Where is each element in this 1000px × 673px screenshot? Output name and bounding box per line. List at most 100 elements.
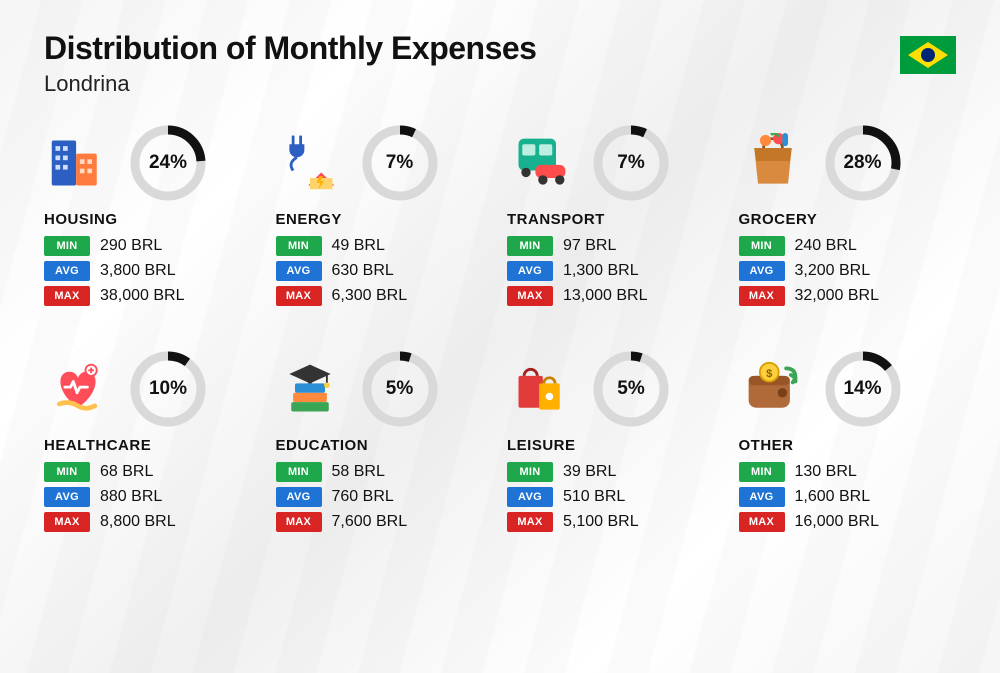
max-badge: MAX [739,512,785,532]
percent-ring: 10% [130,351,206,427]
housing-icon [44,131,112,195]
max-badge: MAX [44,286,90,306]
avg-badge: AVG [507,261,553,281]
avg-badge: AVG [276,261,322,281]
min-badge: MIN [739,236,785,256]
avg-value: 510 BRL [563,488,625,506]
page-subtitle: Londrina [44,71,956,97]
category-name: GROCERY [739,211,957,228]
expense-card-healthcare: 10% HEALTHCARE MIN 68 BRL AVG 880 BRL MA… [44,351,262,537]
min-value: 97 BRL [563,237,616,255]
avg-value: 630 BRL [332,262,394,280]
expense-card-education: 5% EDUCATION MIN 58 BRL AVG 760 BRL MAX … [276,351,494,537]
percent-ring: 24% [130,125,206,201]
min-badge: MIN [739,462,785,482]
stat-min: MIN 49 BRL [276,236,494,256]
max-badge: MAX [739,286,785,306]
category-name: HEALTHCARE [44,437,262,454]
category-name: HOUSING [44,211,262,228]
max-value: 32,000 BRL [795,287,880,305]
avg-badge: AVG [739,261,785,281]
stat-avg: AVG 3,200 BRL [739,261,957,281]
category-name: OTHER [739,437,957,454]
percent-ring: 14% [825,351,901,427]
percent-ring: 7% [593,125,669,201]
avg-value: 1,600 BRL [795,488,871,506]
percent-label: 5% [593,351,669,427]
expense-card-transport: 7% TRANSPORT MIN 97 BRL AVG 1,300 BRL MA… [507,125,725,311]
min-value: 68 BRL [100,463,153,481]
max-value: 16,000 BRL [795,513,880,531]
stat-max: MAX 6,300 BRL [276,286,494,306]
stat-max: MAX 38,000 BRL [44,286,262,306]
avg-badge: AVG [739,487,785,507]
min-value: 39 BRL [563,463,616,481]
stat-min: MIN 130 BRL [739,462,957,482]
min-badge: MIN [507,236,553,256]
stat-max: MAX 7,600 BRL [276,512,494,532]
max-value: 7,600 BRL [332,513,408,531]
stat-min: MIN 240 BRL [739,236,957,256]
percent-label: 24% [130,125,206,201]
stat-max: MAX 32,000 BRL [739,286,957,306]
max-value: 5,100 BRL [563,513,639,531]
energy-icon [276,131,344,195]
percent-label: 14% [825,351,901,427]
percent-label: 7% [362,125,438,201]
max-value: 8,800 BRL [100,513,176,531]
stat-avg: AVG 1,300 BRL [507,261,725,281]
healthcare-icon [44,357,112,421]
grocery-icon [739,131,807,195]
stat-min: MIN 58 BRL [276,462,494,482]
max-value: 13,000 BRL [563,287,648,305]
category-name: EDUCATION [276,437,494,454]
avg-value: 1,300 BRL [563,262,639,280]
avg-value: 880 BRL [100,488,162,506]
stat-avg: AVG 510 BRL [507,487,725,507]
max-value: 38,000 BRL [100,287,185,305]
stat-avg: AVG 880 BRL [44,487,262,507]
stat-max: MAX 16,000 BRL [739,512,957,532]
max-value: 6,300 BRL [332,287,408,305]
category-name: ENERGY [276,211,494,228]
expense-card-leisure: 5% LEISURE MIN 39 BRL AVG 510 BRL MAX 5,… [507,351,725,537]
max-badge: MAX [276,512,322,532]
header: Distribution of Monthly Expenses Londrin… [44,30,956,97]
percent-ring: 5% [362,351,438,427]
expense-grid: 24% HOUSING MIN 290 BRL AVG 3,800 BRL MA… [44,125,956,537]
max-badge: MAX [44,512,90,532]
leisure-icon [507,357,575,421]
stat-max: MAX 5,100 BRL [507,512,725,532]
percent-label: 10% [130,351,206,427]
avg-badge: AVG [44,487,90,507]
min-value: 240 BRL [795,237,857,255]
percent-ring: 7% [362,125,438,201]
avg-badge: AVG [276,487,322,507]
min-value: 58 BRL [332,463,385,481]
min-value: 290 BRL [100,237,162,255]
other-icon [739,357,807,421]
percent-label: 28% [825,125,901,201]
page-title: Distribution of Monthly Expenses [44,30,956,67]
avg-badge: AVG [507,487,553,507]
max-badge: MAX [507,512,553,532]
min-badge: MIN [507,462,553,482]
stat-min: MIN 290 BRL [44,236,262,256]
expense-card-energy: 7% ENERGY MIN 49 BRL AVG 630 BRL MAX 6,3… [276,125,494,311]
min-badge: MIN [44,462,90,482]
max-badge: MAX [507,286,553,306]
percent-ring: 28% [825,125,901,201]
stat-min: MIN 97 BRL [507,236,725,256]
percent-ring: 5% [593,351,669,427]
brazil-flag-icon [900,36,956,74]
stat-avg: AVG 760 BRL [276,487,494,507]
stat-avg: AVG 1,600 BRL [739,487,957,507]
stat-min: MIN 68 BRL [44,462,262,482]
stat-min: MIN 39 BRL [507,462,725,482]
avg-value: 3,200 BRL [795,262,871,280]
min-value: 49 BRL [332,237,385,255]
category-name: TRANSPORT [507,211,725,228]
min-badge: MIN [276,462,322,482]
expense-card-grocery: 28% GROCERY MIN 240 BRL AVG 3,200 BRL MA… [739,125,957,311]
min-value: 130 BRL [795,463,857,481]
